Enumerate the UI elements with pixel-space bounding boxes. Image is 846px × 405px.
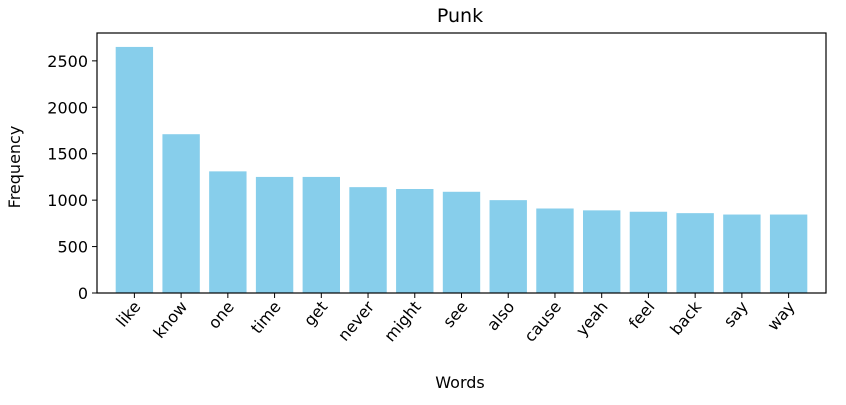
plot-frame <box>96 32 827 294</box>
y-tick-label: 0 <box>78 284 88 303</box>
x-tick-label-time: time <box>247 297 285 337</box>
y-tick-label: 1000 <box>47 191 88 210</box>
y-tick-label: 500 <box>57 238 88 257</box>
x-tick-label-one: one <box>204 297 238 332</box>
bar-feel <box>629 211 668 293</box>
x-tick-label-see: see <box>439 297 472 331</box>
bar-say <box>723 214 761 293</box>
y-tick-label: 2000 <box>47 98 88 117</box>
x-axis: like know one time get never might see also cause… <box>112 293 799 346</box>
x-tick-label-like: like <box>112 297 144 330</box>
x-axis-title: Words <box>435 373 484 392</box>
x-tick-label-also: also <box>483 297 518 334</box>
bar-time <box>255 176 294 293</box>
bar-know <box>162 134 200 293</box>
bar-one <box>209 171 247 293</box>
x-tick-label-never: never <box>334 297 378 345</box>
x-tick-label-know: know <box>149 297 191 342</box>
chart-title: Punk <box>437 5 483 27</box>
x-tick-label-way: way <box>763 297 798 334</box>
x-tick-label-cause: cause <box>520 297 565 345</box>
x-tick-label-get: get <box>300 297 331 329</box>
x-tick-label-back: back <box>666 297 705 339</box>
bar-way <box>769 214 808 293</box>
bar-like <box>115 46 154 293</box>
bars <box>115 46 808 293</box>
x-tick-label-yeah: yeah <box>572 297 612 339</box>
bar-back <box>676 213 714 293</box>
x-tick-label-say: say <box>720 297 752 330</box>
bar-yeah <box>583 210 621 293</box>
x-tick-label-feel: feel <box>625 297 659 332</box>
y-axis-title: Frequency <box>5 126 24 209</box>
bar-see <box>442 191 481 293</box>
bar-never <box>349 187 387 293</box>
bar-might <box>396 189 434 293</box>
y-tick-label: 2500 <box>47 52 88 71</box>
bar-also <box>489 200 527 293</box>
y-axis: 0 500 1000 1500 2000 2500 <box>47 52 97 303</box>
bar-get <box>302 176 340 293</box>
y-tick-label: 1500 <box>47 145 88 164</box>
x-tick-label-might: might <box>380 297 425 345</box>
bar-cause <box>536 208 574 293</box>
